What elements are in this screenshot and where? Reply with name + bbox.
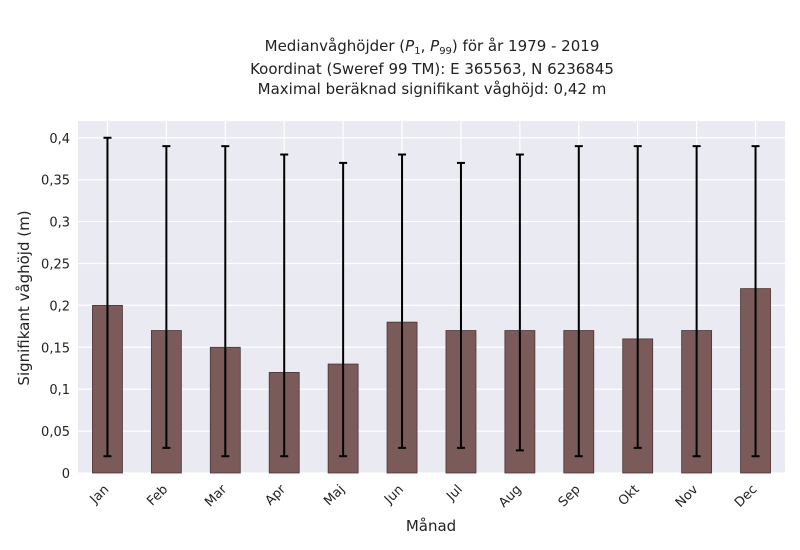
x-tick-label: Jan bbox=[87, 482, 112, 507]
plot-area bbox=[78, 121, 785, 473]
error-bars bbox=[103, 136, 760, 458]
chart-title-line-1: Medianvåghöjder (P1, P99) för år 1979 - … bbox=[265, 37, 600, 57]
x-tick-label: Jun bbox=[381, 482, 407, 508]
x-tick-label: Apr bbox=[263, 482, 290, 509]
y-tick-label: 0,3 bbox=[49, 216, 70, 231]
error-bar-jul bbox=[456, 161, 465, 449]
y-tick-label: 0,35 bbox=[41, 174, 70, 189]
error-bar-mar bbox=[221, 145, 230, 458]
y-tick-label: 0,05 bbox=[41, 425, 70, 440]
y-tick-label: 0,15 bbox=[41, 341, 70, 356]
x-tick-label: Mar bbox=[202, 482, 230, 510]
error-bar-nov bbox=[692, 145, 701, 458]
x-tick-label: Maj bbox=[321, 482, 348, 509]
y-axis-ticks: 0 0,05 0,1 0,15 0,2 0,25 0,3 0,35 0,4 bbox=[41, 132, 70, 482]
y-tick-label: 0,25 bbox=[41, 257, 70, 272]
x-tick-label: Sep bbox=[556, 482, 584, 510]
y-tick-label: 0,2 bbox=[49, 299, 70, 314]
chart-title-line-2: Koordinat (Sweref 99 TM): E 365563, N 62… bbox=[250, 60, 614, 78]
error-bar-feb bbox=[162, 145, 171, 449]
error-bar-maj bbox=[339, 161, 348, 458]
x-axis-ticks: Jan Feb Mar Apr Maj Jun Jul Aug Sep Okt Nov Dec bbox=[87, 482, 761, 511]
y-tick-label: 0 bbox=[62, 467, 70, 482]
y-axis-label: Signifikant våghöjd (m) bbox=[15, 210, 33, 385]
y-tick-label: 0,4 bbox=[49, 132, 70, 147]
error-bar-apr bbox=[280, 153, 289, 458]
error-bar-aug bbox=[515, 153, 524, 452]
error-bar-jun bbox=[398, 153, 407, 449]
error-bar-okt bbox=[633, 145, 642, 449]
chart-title-line-3: Maximal beräknad signifikant våghöjd: 0,… bbox=[258, 80, 607, 98]
x-axis-label: Månad bbox=[406, 517, 456, 535]
x-tick-label: Nov bbox=[673, 482, 702, 511]
error-bar-sep bbox=[574, 145, 583, 458]
x-tick-label: Feb bbox=[144, 482, 171, 509]
error-bar-dec bbox=[751, 145, 760, 458]
error-bar-jan bbox=[103, 136, 112, 458]
y-tick-label: 0,1 bbox=[49, 383, 70, 398]
x-tick-label: Aug bbox=[496, 482, 525, 511]
x-tick-label: Dec bbox=[732, 482, 760, 510]
x-tick-label: Okt bbox=[616, 482, 643, 509]
x-tick-label: Jul bbox=[443, 482, 465, 504]
